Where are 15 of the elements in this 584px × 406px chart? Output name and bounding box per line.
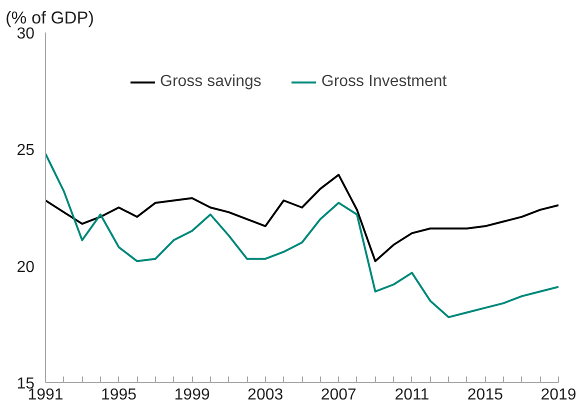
y-tick-label: 20 — [16, 258, 35, 276]
line-series — [46, 174, 558, 262]
x-tick-label: 2011 — [394, 386, 430, 404]
legend-label: Gross savings — [160, 73, 262, 91]
x-tick-label: 2015 — [467, 386, 504, 404]
x-tick-label: 1995 — [100, 386, 137, 404]
line-series — [46, 152, 558, 318]
x-tick-label: 2007 — [320, 386, 357, 404]
x-tick-label: 2003 — [248, 386, 284, 404]
y-tick-label: 25 — [16, 142, 35, 160]
legend-label: Gross Investment — [321, 73, 447, 91]
y-axis-title: (% of GDP) — [6, 8, 94, 28]
y-tick-label: 30 — [16, 26, 35, 42]
x-tick-label: 1999 — [174, 386, 210, 404]
x-tick-label: 2019 — [540, 386, 576, 404]
